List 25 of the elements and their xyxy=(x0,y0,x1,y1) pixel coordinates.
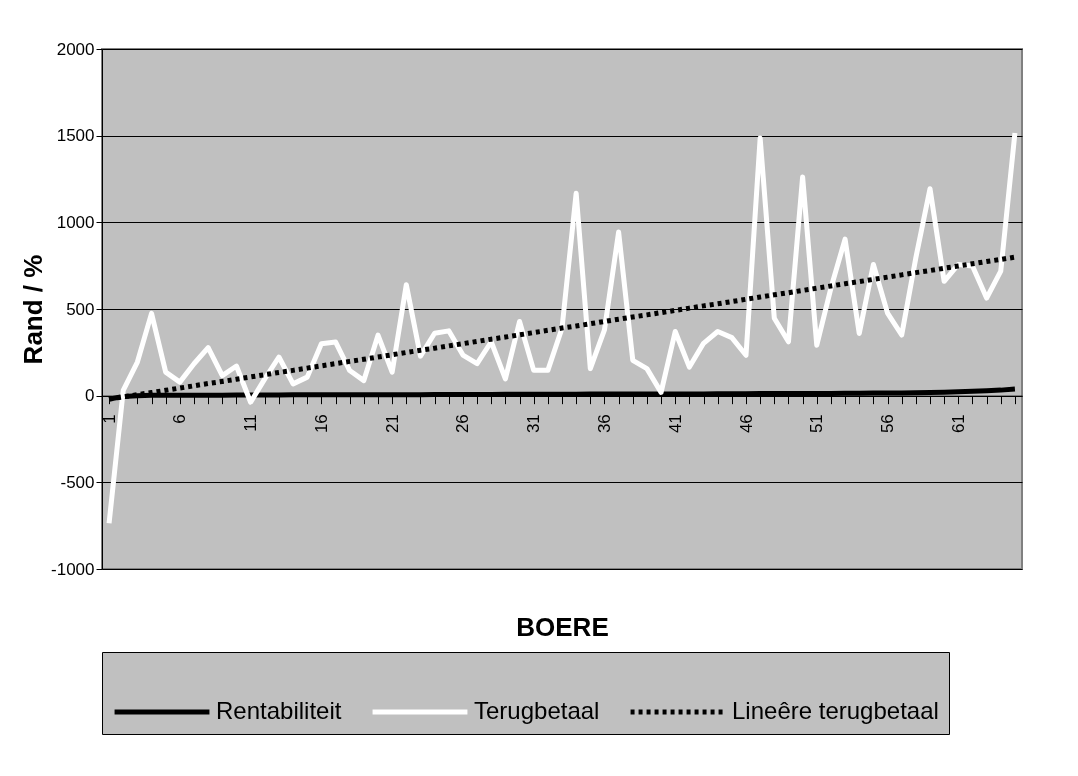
x-tick-label: 1 xyxy=(99,414,119,424)
x-axis-title: BOERE xyxy=(516,611,609,642)
x-tick-label: 21 xyxy=(382,414,402,434)
x-tick-label: 61 xyxy=(948,414,968,434)
x-tick-label: 26 xyxy=(453,414,473,434)
legend-label: Rentabiliteit xyxy=(216,697,342,724)
x-tick-label: 56 xyxy=(878,414,898,434)
y-tick-label: 1500 xyxy=(56,126,95,146)
x-tick-label: 16 xyxy=(311,414,331,434)
x-tick-label: 6 xyxy=(170,414,190,424)
x-tick-label: 51 xyxy=(807,414,827,434)
x-tick-label: 46 xyxy=(736,414,756,434)
y-tick-label: 1000 xyxy=(56,212,95,232)
y-tick-label: 0 xyxy=(85,386,95,406)
x-tick-label: 11 xyxy=(241,414,261,432)
x-tick-label: 36 xyxy=(594,414,614,434)
x-tick-label: 41 xyxy=(665,414,685,434)
legend-label: Terugbetaal xyxy=(474,697,600,724)
y-tick-label: -500 xyxy=(60,472,95,492)
y-tick-label: 500 xyxy=(66,299,95,319)
y-tick-label: 2000 xyxy=(56,39,95,59)
y-axis-title: Rand / % xyxy=(18,254,49,365)
x-tick-label: 31 xyxy=(524,414,544,434)
y-tick-label: -1000 xyxy=(51,559,95,579)
legend-label: Lineêre terugbetaal xyxy=(732,697,939,724)
